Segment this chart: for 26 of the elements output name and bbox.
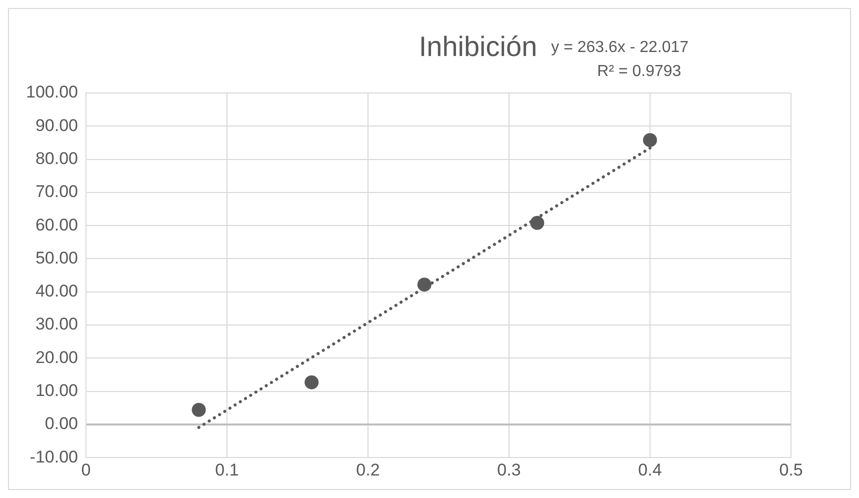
text: R² = 0.9793: [597, 63, 682, 80]
point: [304, 375, 319, 390]
x-tick-label: 0.2: [356, 460, 380, 480]
y-tick-label: 60.00: [35, 215, 78, 234]
y-tick-label: 50.00: [35, 248, 78, 268]
chart-title: Inhibición: [418, 31, 538, 62]
point: [192, 402, 206, 417]
y-tick-label: 80.00: [35, 148, 78, 168]
y-tick-label: 90.00: [35, 116, 78, 135]
point: [530, 216, 544, 230]
x-tick-label: 0.4: [638, 460, 662, 480]
y-tick-label: 100.00: [26, 82, 78, 102]
text: y = 263.6x - 22.017: [551, 39, 689, 56]
y-tick-label: 40.00: [35, 282, 78, 301]
y-tick-label: 0.00: [44, 414, 78, 434]
y-tick-label: 30.00: [35, 314, 78, 334]
x-tick-label: 0: [81, 460, 91, 480]
y-tick-label: 20.00: [35, 348, 78, 367]
point: [417, 278, 432, 292]
y-tick-label: -10.00: [30, 447, 78, 466]
point: [643, 133, 657, 148]
x-tick-label: 0.1: [215, 460, 239, 480]
y-tick-label: 10.00: [35, 380, 78, 400]
x-tick-label: 0.3: [497, 460, 521, 480]
y-tick-label: 70.00: [35, 182, 78, 202]
x-tick-label: 0.5: [779, 460, 803, 480]
